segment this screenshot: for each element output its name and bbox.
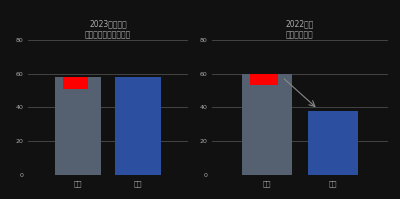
Title: 2023年上半期
ゴルフウェア販売傾向: 2023年上半期 ゴルフウェア販売傾向 <box>85 19 131 39</box>
Title: 2022年の
購買行動調査: 2022年の 購買行動調査 <box>286 19 314 39</box>
Bar <box>115 77 161 175</box>
Bar <box>242 74 292 175</box>
Bar <box>55 77 101 175</box>
Bar <box>250 74 278 85</box>
Bar <box>62 77 88 89</box>
Bar <box>308 111 358 175</box>
